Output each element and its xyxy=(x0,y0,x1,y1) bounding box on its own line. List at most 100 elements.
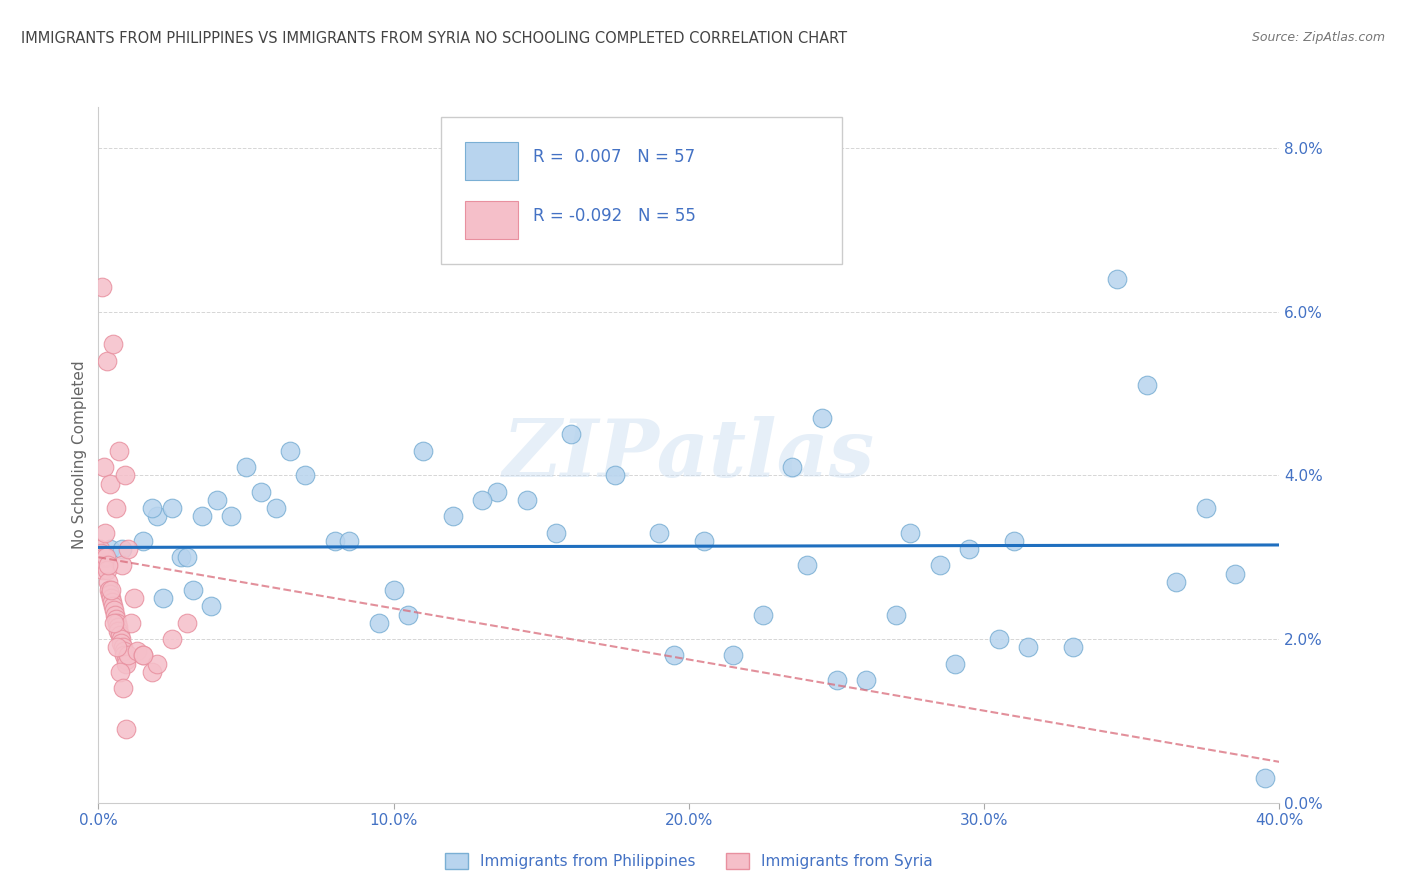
Point xyxy=(560,427,582,442)
Point xyxy=(108,628,131,642)
Point xyxy=(368,615,391,630)
FancyBboxPatch shape xyxy=(441,118,842,264)
Legend: Immigrants from Philippines, Immigrants from Syria: Immigrants from Philippines, Immigrants … xyxy=(439,847,939,875)
Point xyxy=(141,501,163,516)
Point xyxy=(250,484,273,499)
Point xyxy=(205,492,228,507)
Point xyxy=(339,533,361,548)
Point xyxy=(103,603,125,617)
Point xyxy=(280,443,302,458)
Point xyxy=(90,546,112,560)
Point xyxy=(943,657,966,671)
Point xyxy=(94,550,117,565)
Point xyxy=(1166,574,1188,589)
Point xyxy=(105,640,128,655)
Point xyxy=(294,468,316,483)
Point xyxy=(117,648,139,663)
Point xyxy=(1018,640,1040,655)
Point xyxy=(110,636,132,650)
Point xyxy=(114,468,136,483)
Point xyxy=(104,607,127,622)
Point xyxy=(752,607,775,622)
Point xyxy=(94,525,117,540)
Point xyxy=(117,542,139,557)
Point xyxy=(101,599,124,614)
Point xyxy=(91,562,114,576)
Point xyxy=(825,673,848,687)
Point xyxy=(471,492,494,507)
Point xyxy=(221,509,243,524)
Point xyxy=(152,591,174,606)
Point xyxy=(855,673,877,687)
FancyBboxPatch shape xyxy=(464,142,517,180)
Point xyxy=(100,591,122,606)
Point xyxy=(1136,378,1159,392)
Point xyxy=(176,550,198,565)
Point xyxy=(162,501,183,516)
Point xyxy=(111,640,134,655)
Point xyxy=(811,411,834,425)
Point xyxy=(120,615,142,630)
Point xyxy=(105,501,128,516)
Point xyxy=(1062,640,1084,655)
Point xyxy=(105,615,128,630)
Point xyxy=(723,648,745,663)
Point xyxy=(323,533,346,548)
Point xyxy=(89,542,111,557)
Point xyxy=(664,648,686,663)
Point xyxy=(412,443,434,458)
FancyBboxPatch shape xyxy=(464,201,517,239)
Point xyxy=(398,607,420,622)
Point xyxy=(110,632,132,646)
Point xyxy=(162,632,183,646)
Point xyxy=(146,657,169,671)
Point xyxy=(382,582,405,597)
Point xyxy=(100,582,122,597)
Point xyxy=(94,558,117,573)
Point xyxy=(146,509,169,524)
Point xyxy=(796,558,818,573)
Text: IMMIGRANTS FROM PHILIPPINES VS IMMIGRANTS FROM SYRIA NO SCHOOLING COMPLETED CORR: IMMIGRANTS FROM PHILIPPINES VS IMMIGRANT… xyxy=(21,31,848,46)
Point xyxy=(114,722,136,736)
Point xyxy=(900,525,922,540)
Text: Source: ZipAtlas.com: Source: ZipAtlas.com xyxy=(1251,31,1385,45)
Point xyxy=(170,550,193,565)
Point xyxy=(516,492,538,507)
Point xyxy=(884,607,907,622)
Point xyxy=(98,587,121,601)
Point xyxy=(176,615,198,630)
Point xyxy=(112,644,135,658)
Point xyxy=(1195,501,1218,516)
Point xyxy=(441,509,464,524)
Point xyxy=(103,615,125,630)
Point xyxy=(1002,533,1025,548)
Point xyxy=(100,595,122,609)
Point xyxy=(93,460,115,475)
Point xyxy=(1107,272,1129,286)
Point xyxy=(1225,566,1247,581)
Point xyxy=(486,484,509,499)
Point xyxy=(235,460,257,475)
Point xyxy=(108,443,131,458)
Point xyxy=(91,280,114,294)
Text: R =  0.007   N = 57: R = 0.007 N = 57 xyxy=(533,148,695,166)
Point xyxy=(929,558,952,573)
Point xyxy=(112,648,135,663)
Point xyxy=(96,353,118,368)
Point xyxy=(111,558,134,573)
Point xyxy=(264,501,287,516)
Point xyxy=(104,612,127,626)
Point xyxy=(125,644,148,658)
Point xyxy=(546,525,568,540)
Point xyxy=(132,648,155,663)
Point xyxy=(103,337,125,351)
Point xyxy=(107,624,129,638)
Point xyxy=(959,542,981,557)
Point xyxy=(181,582,204,597)
Point xyxy=(108,665,131,679)
Point xyxy=(115,657,138,671)
Point xyxy=(96,562,118,576)
Point xyxy=(111,681,134,696)
Y-axis label: No Schooling Completed: No Schooling Completed xyxy=(72,360,87,549)
Point xyxy=(111,542,134,557)
